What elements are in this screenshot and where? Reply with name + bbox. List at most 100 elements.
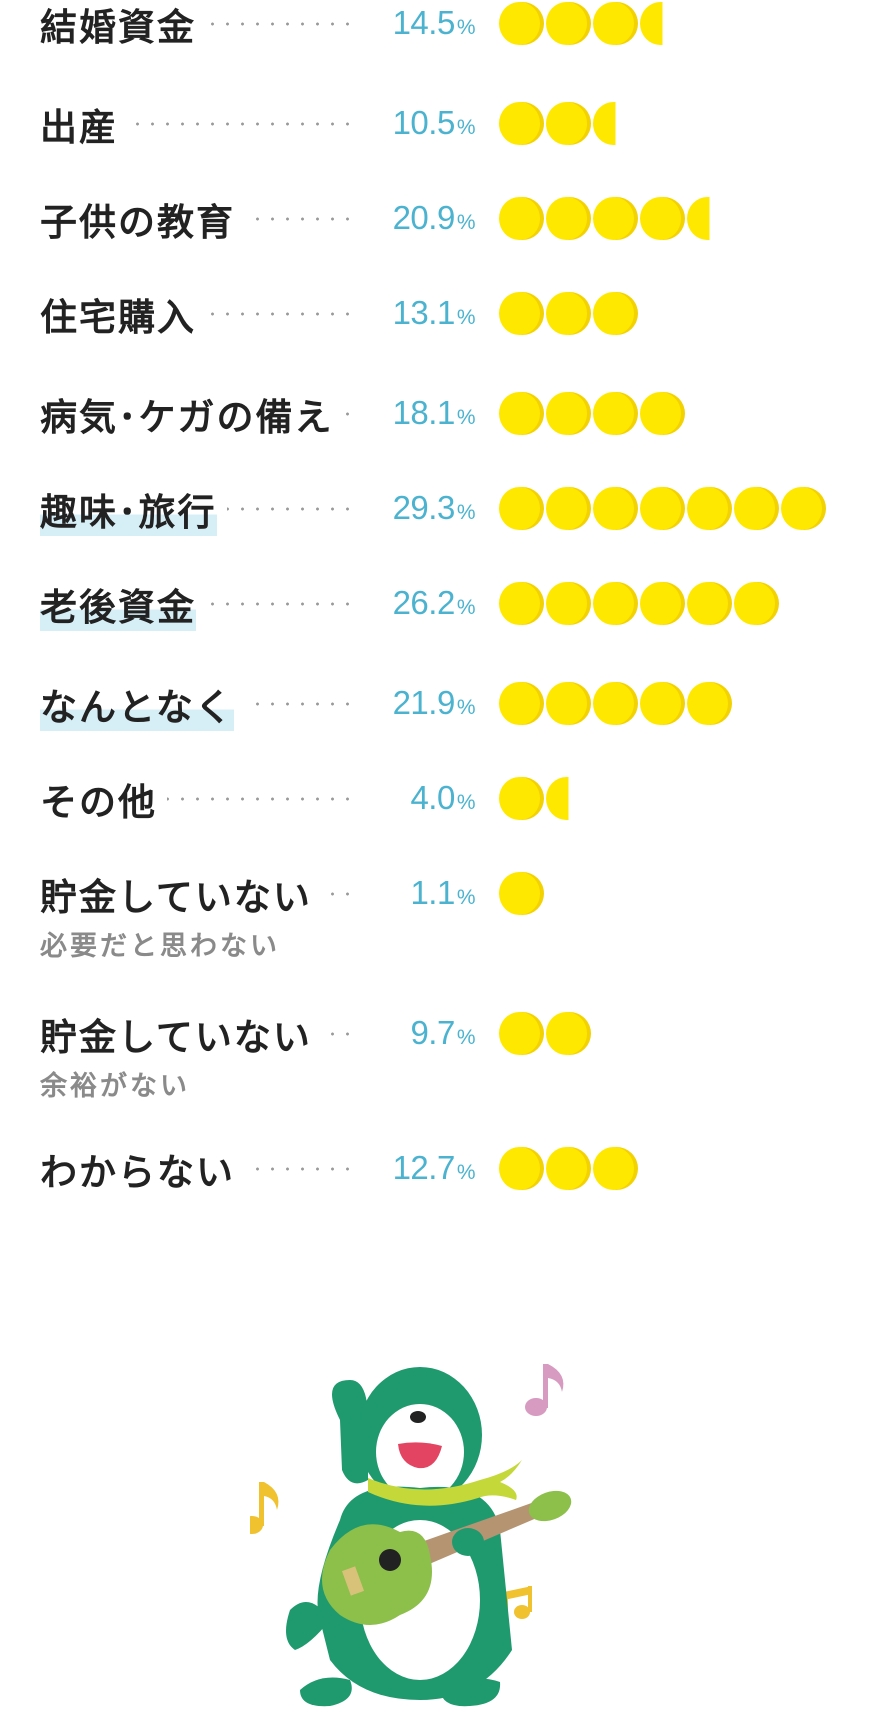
music-note-icon	[525, 1364, 564, 1416]
chart-row: 趣味･旅行 29.3%	[0, 482, 885, 565]
category-label-text: 結婚資金	[40, 6, 196, 49]
coin-icon	[593, 487, 638, 530]
coin-icon	[499, 487, 544, 530]
category-label-text: 出産	[40, 106, 118, 149]
coin-icon	[593, 392, 638, 435]
coin-icon	[781, 487, 826, 530]
coin-icon	[499, 2, 544, 45]
otter-mascot-illustration	[250, 1364, 572, 1707]
leader-dots	[206, 602, 355, 606]
category-label: 老後資金	[40, 577, 196, 631]
chart-row: 出産 10.5%	[0, 100, 885, 180]
coin-icon	[593, 582, 638, 625]
leader-dots	[322, 1032, 355, 1036]
value-label: 21.9%	[392, 684, 476, 721]
value-label: 10.5%	[392, 104, 476, 141]
coin-icon	[546, 1012, 591, 1055]
coin-icon	[734, 582, 779, 625]
coin-icon	[546, 292, 591, 335]
coin-icon	[546, 197, 591, 240]
value-label: 1.1%	[410, 874, 475, 911]
coin-icon	[499, 1012, 544, 1055]
leader-dots	[244, 702, 355, 706]
leader-dots	[245, 1167, 355, 1171]
coin-icon	[499, 392, 544, 435]
coin-icon	[499, 777, 544, 820]
coin-icon	[687, 682, 732, 725]
chart-row: 子供の教育 20.9%	[0, 195, 885, 275]
category-label: わからない	[40, 1145, 235, 1194]
coin-icon	[546, 2, 591, 45]
half-coin-icon	[593, 102, 616, 145]
category-label-text: 病気･ケガの備え	[40, 396, 334, 439]
chart-row: 住宅購入 13.1%	[0, 290, 885, 370]
chart-row: 老後資金 26.2%	[0, 577, 885, 660]
coin-icon	[687, 487, 732, 530]
coin-icon	[687, 582, 732, 625]
value-label: 9.7%	[410, 1014, 475, 1051]
category-label: 結婚資金	[40, 0, 196, 49]
coin-icon	[640, 392, 685, 435]
category-sublabel: 余裕がない	[40, 1071, 190, 1102]
coin-icon	[593, 2, 638, 45]
coin-icon	[499, 292, 544, 335]
leader-dots	[206, 22, 355, 26]
chart-row: 結婚資金 14.5%	[0, 0, 885, 80]
value-label: 13.1%	[392, 294, 476, 331]
coin-icon	[546, 682, 591, 725]
coin-icon	[499, 872, 544, 915]
category-label-text: わからない	[40, 1151, 235, 1194]
category-sublabel: 必要だと思わない	[40, 931, 280, 962]
coin-icon	[640, 197, 685, 240]
value-label: 26.2%	[392, 584, 476, 621]
category-label: なんとなく	[40, 677, 234, 731]
category-label: 貯金していない	[40, 1010, 312, 1059]
coin-icon	[546, 392, 591, 435]
category-label-text: 子供の教育	[40, 201, 235, 244]
category-label-text: 老後資金	[40, 577, 196, 631]
chart-row: 貯金していない余裕がない 9.7%	[0, 1010, 885, 1102]
category-label-text: 貯金していない	[40, 1016, 312, 1059]
leader-dots	[245, 217, 355, 221]
chart-row: 病気･ケガの備え 18.1%	[0, 390, 885, 470]
category-label-text: 貯金していない	[40, 876, 312, 919]
category-label: 子供の教育	[40, 195, 235, 244]
value-label: 18.1%	[392, 394, 476, 431]
coin-icon	[734, 487, 779, 530]
category-label: 住宅購入	[40, 290, 196, 339]
category-label: 趣味･旅行	[40, 482, 217, 536]
category-label: 出産	[40, 100, 118, 149]
coin-icon	[499, 1147, 544, 1190]
leader-dots	[344, 412, 355, 416]
coin-icon	[593, 1147, 638, 1190]
coin-icon	[640, 487, 685, 530]
half-coin-icon	[640, 2, 663, 45]
music-note-icon	[250, 1482, 279, 1534]
coin-icon	[546, 102, 591, 145]
category-label-text: 住宅購入	[40, 296, 196, 339]
coin-icon	[593, 292, 638, 335]
coin-icon	[546, 1147, 591, 1190]
leader-dots	[227, 507, 355, 511]
category-label-text: 趣味･旅行	[40, 482, 217, 536]
coin-icon	[640, 582, 685, 625]
category-label: その他	[40, 775, 157, 824]
coin-icon	[593, 682, 638, 725]
coin-icon	[499, 197, 544, 240]
value-label: 20.9%	[392, 199, 476, 236]
half-coin-icon	[546, 777, 569, 820]
scarf	[368, 1460, 522, 1506]
savings-purpose-chart: 結婚資金 14.5% 出産 10.5% 子供の教育 20.9% 住宅購入 13.1% 病気･ケガ…	[0, 0, 885, 1194]
coin-icon	[499, 102, 544, 145]
category-label: 貯金していない	[40, 870, 312, 919]
coin-icon	[546, 487, 591, 530]
leader-dots	[167, 797, 355, 801]
value-label: 12.7%	[392, 1149, 476, 1186]
coin-icon	[593, 197, 638, 240]
half-coin-icon	[687, 197, 710, 240]
guitar-illustration	[322, 1490, 572, 1625]
chart-row: その他 4.0%	[0, 775, 885, 855]
leader-dots	[206, 312, 355, 316]
leader-dots	[128, 122, 355, 126]
value-label: 14.5%	[392, 4, 476, 41]
